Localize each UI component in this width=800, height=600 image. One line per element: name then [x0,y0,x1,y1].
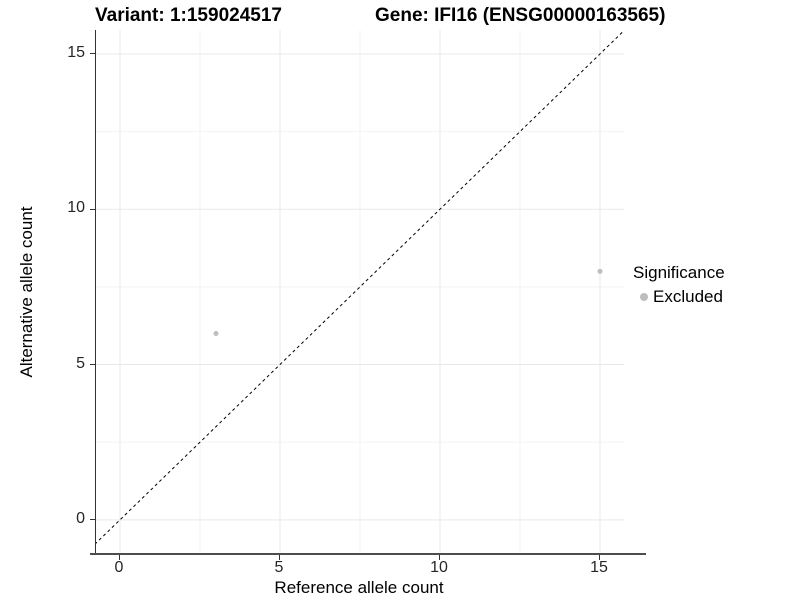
y-tick-mark [90,519,95,521]
plot-area [96,30,624,554]
y-tick-label: 15 [67,43,85,61]
y-tick-mark [90,208,95,210]
x-axis-line [90,553,646,555]
x-tick-label: 15 [590,559,608,576]
y-axis-title: Alternative allele count [17,206,36,378]
x-tick-label: 5 [274,559,284,576]
x-tick-label: 0 [114,559,124,576]
legend-item-excluded: Excluded [640,287,725,307]
x-tick-mark [598,555,600,560]
y-tick-mark [90,53,95,55]
x-tick-mark [278,555,280,560]
x-tick-mark [118,555,120,560]
x-tick-mark [438,555,440,560]
y-tick-label: 5 [76,354,85,372]
legend-title: Significance [633,263,725,282]
variant-title: Variant: 1:159024517 [95,5,282,26]
y-tick-label: 10 [67,199,85,217]
legend-item-label: Excluded [653,287,723,306]
y-tick-mark [90,364,95,366]
gene-title: Gene: IFI16 (ENSG00000163565) [375,5,666,26]
legend: Significance Excluded [633,263,725,307]
y-tick-label: 0 [76,509,85,527]
data-point [597,268,603,274]
plot-panel [95,30,624,554]
legend-point-icon [640,293,648,301]
data-point [213,330,219,336]
x-tick-label: 10 [430,559,448,576]
x-axis-title: Reference allele count [274,578,444,597]
